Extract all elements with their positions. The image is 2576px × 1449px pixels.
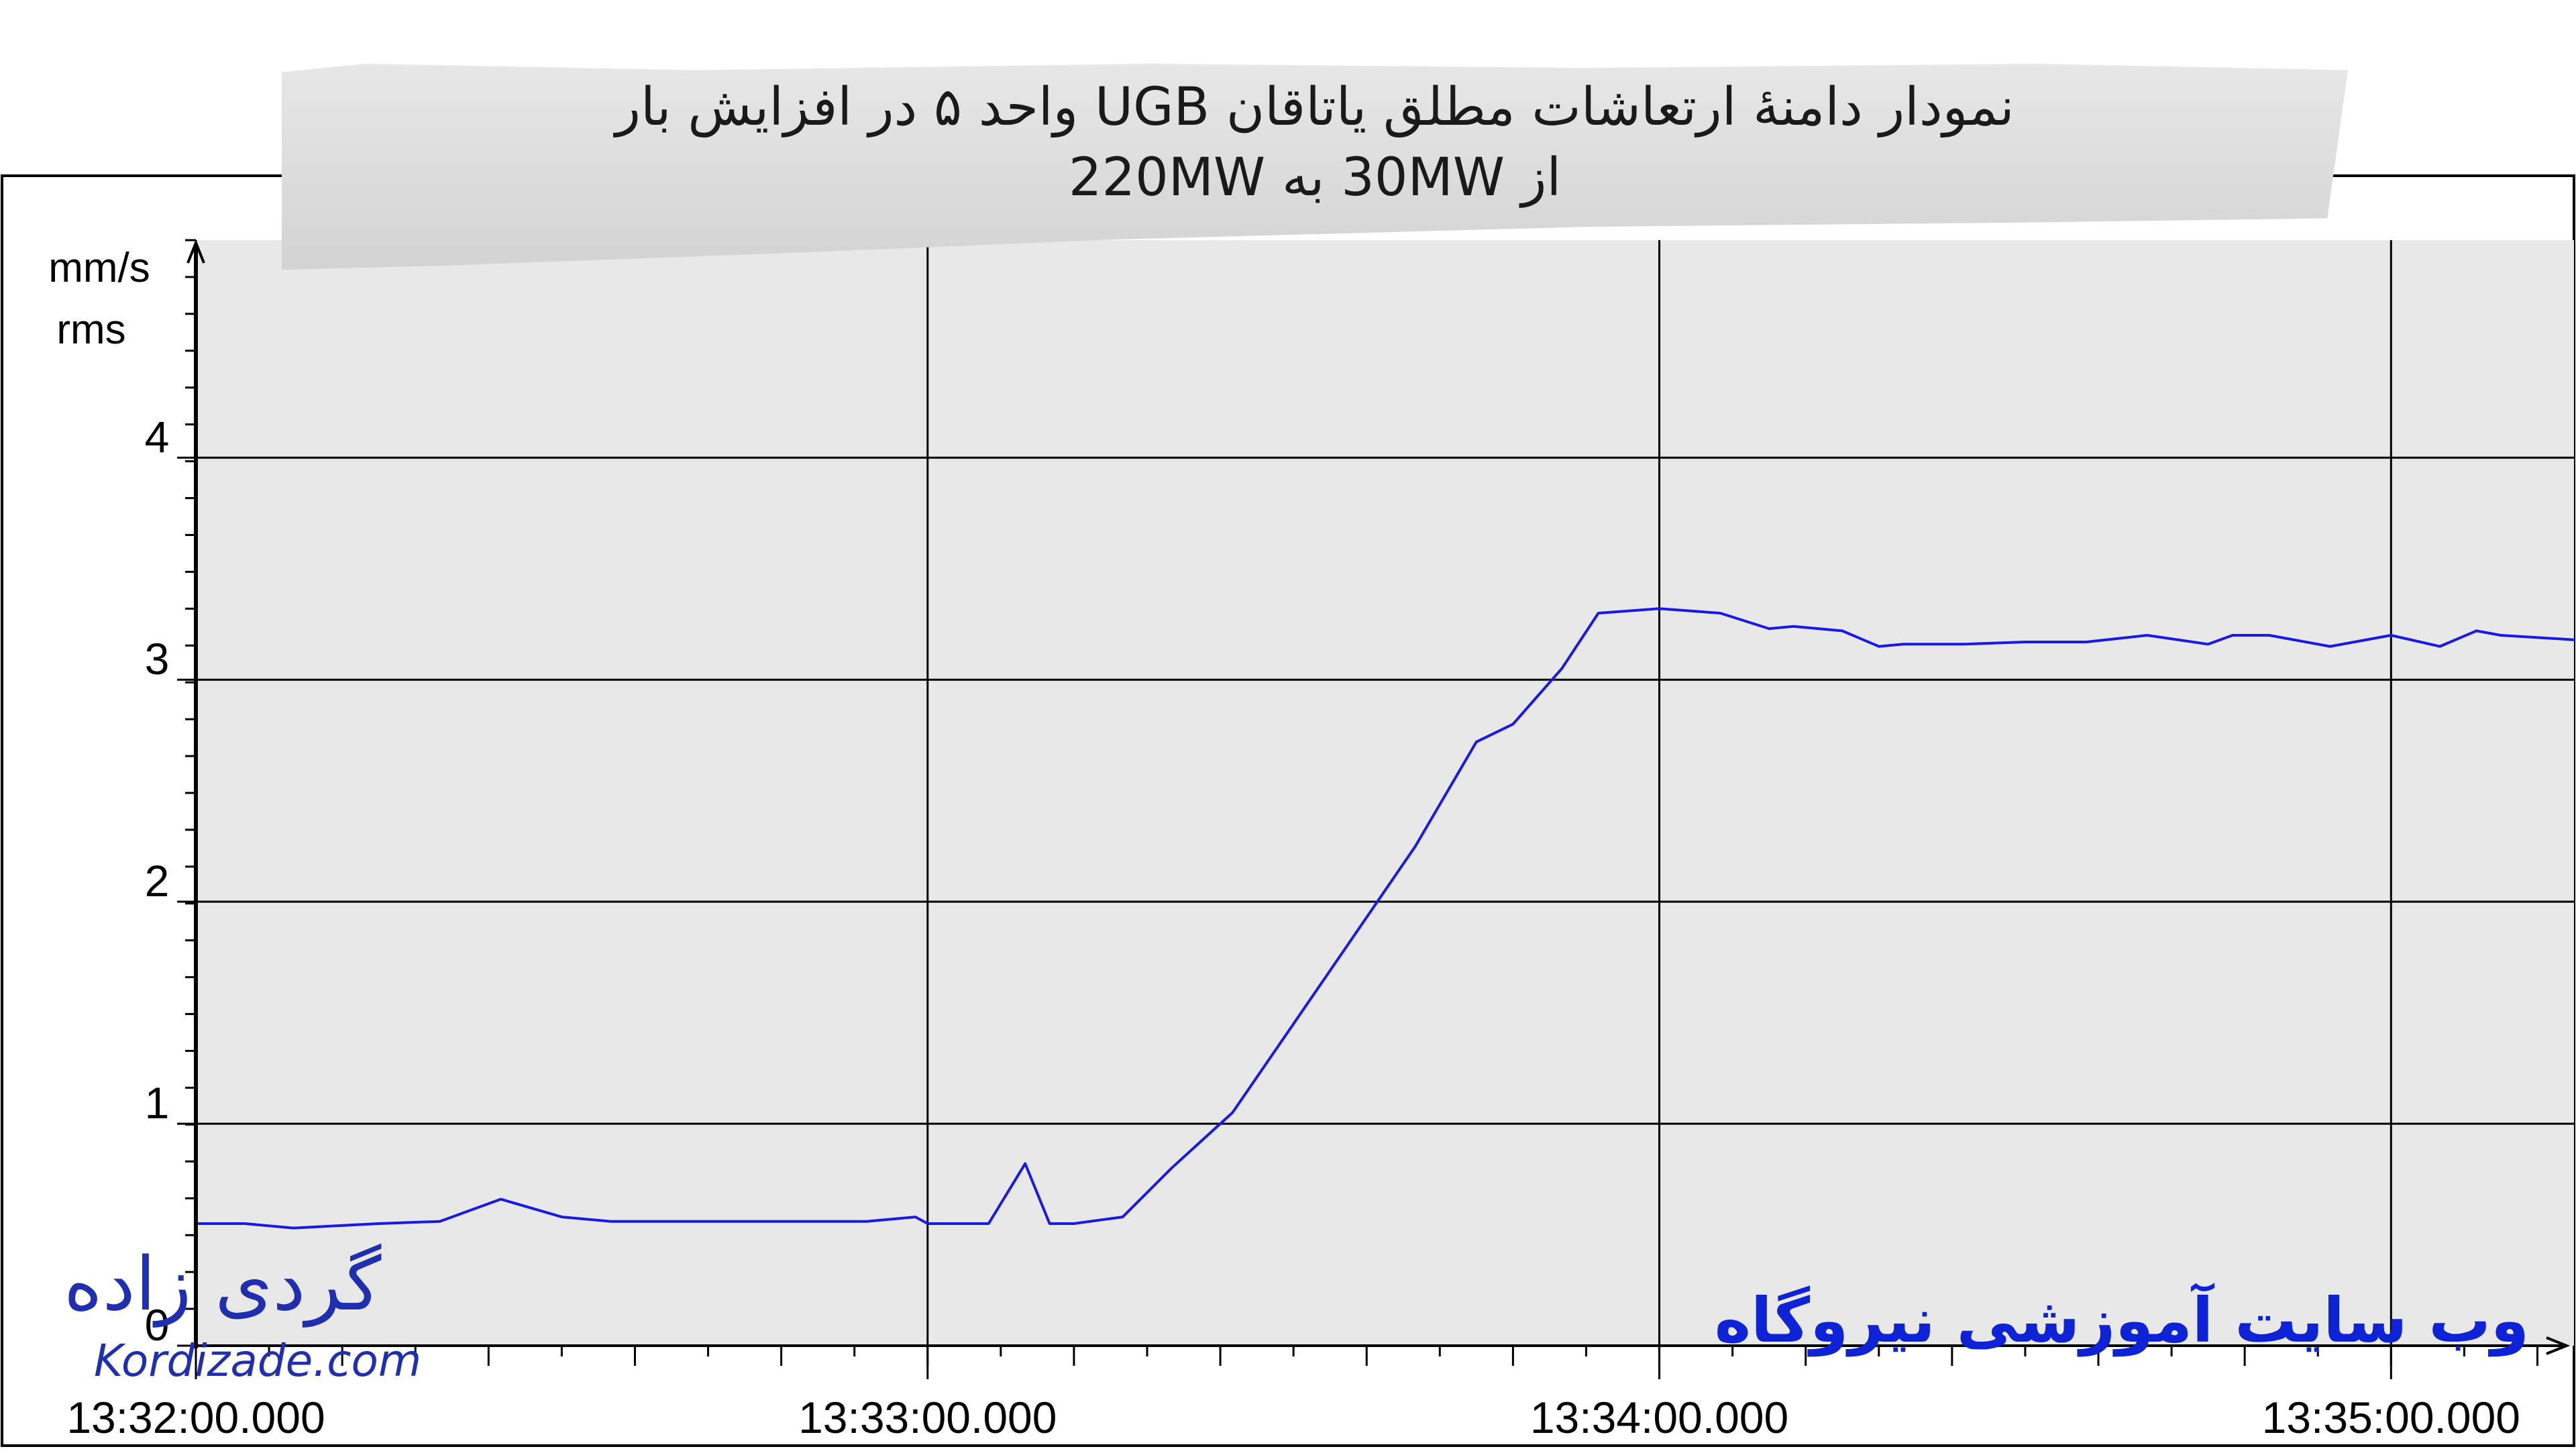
series-point [2207,643,2210,645]
y-tick-label: 0 [145,1300,170,1350]
y-tick-labels: 0 1 2 3 4 [145,412,170,1350]
x-tick-label: 13:33:00.000 [798,1393,1057,1442]
series-point [609,1220,612,1223]
series-point [1902,643,1904,645]
y-tick-label: 4 [145,412,170,462]
series-point [1658,607,1660,610]
y-tick-label: 3 [145,634,170,684]
logo-text-fa: گردی زاده [64,1241,382,1327]
y-tick-label: 1 [145,1078,170,1128]
y-axis-unit: mm/s [48,245,150,291]
series-point [292,1227,294,1230]
series-point [682,1220,685,1223]
series-point [1414,845,1417,847]
x-tick-labels: 13:32:00.000 13:33:00.000 13:34:00.000 13:3… [66,1393,2520,1442]
series-point [914,1216,917,1218]
series-point [2573,639,2575,641]
series-point [865,1220,868,1223]
series-point [1841,629,1843,632]
series-point [1292,1022,1295,1025]
series-point [244,1222,246,1225]
series-point [1024,1163,1026,1165]
series-point [2390,634,2392,637]
series-point [560,1216,563,1218]
series-point [743,1220,746,1223]
series-point [2085,641,2088,643]
series-point [1231,1112,1234,1114]
x-tick-label: 13:32:00.000 [66,1393,325,1442]
series-points [195,607,2575,1230]
series-point [1170,1167,1173,1169]
series-point [2146,634,2149,637]
y-axis-unit-rms: rms [56,307,125,353]
series-point [1560,667,1563,670]
series-point [500,1198,502,1201]
x-tick-label: 13:35:00.000 [2262,1393,2520,1442]
chart-title: نمودار دامنهٔ ارتعاشات مطلق یاتاقان UGB … [282,66,2348,220]
y-tick-label: 2 [145,856,170,906]
series-point [439,1220,441,1223]
series-point [987,1222,990,1225]
series-point [1049,1222,1051,1225]
series-point [2268,634,2270,637]
series-point [1768,627,1770,630]
logo-text-en: Kordizade.com [94,1335,422,1387]
series-point [2500,634,2502,637]
series-point [378,1222,380,1225]
minor-ticks [177,239,2538,1366]
series-point [1353,934,1356,936]
series-point [1597,612,1600,614]
series-point [1122,1216,1124,1218]
series-point [951,1222,953,1225]
plot-area [195,240,2574,1346]
series-point [2231,634,2234,637]
y-axis-arrow [186,239,205,264]
series-point [2024,641,2027,643]
series-point [1719,612,1721,614]
series-point [2475,629,2478,632]
series-point [1073,1222,1075,1225]
series-point [1878,645,1880,648]
chart-title-line2: از 30MW به 220MW [1068,148,1562,208]
grid-lines [195,240,2574,1379]
series-point [2328,645,2331,648]
series-point [804,1220,807,1223]
chart-title-line1: نمودار دامنهٔ ارتعاشات مطلق یاتاقان UGB … [615,77,2015,138]
series-point [1963,643,1966,645]
series-point [1792,625,1794,628]
series-point [1511,722,1514,725]
site-name-fa: وب سایت آموزشی نیروگاه [1714,1285,2529,1356]
series-point [1475,741,1478,743]
x-tick-label: 13:34:00.000 [1530,1393,1788,1442]
series-point [926,1222,929,1225]
series-point [2438,645,2441,648]
x-axis-arrow [2546,1336,2571,1355]
